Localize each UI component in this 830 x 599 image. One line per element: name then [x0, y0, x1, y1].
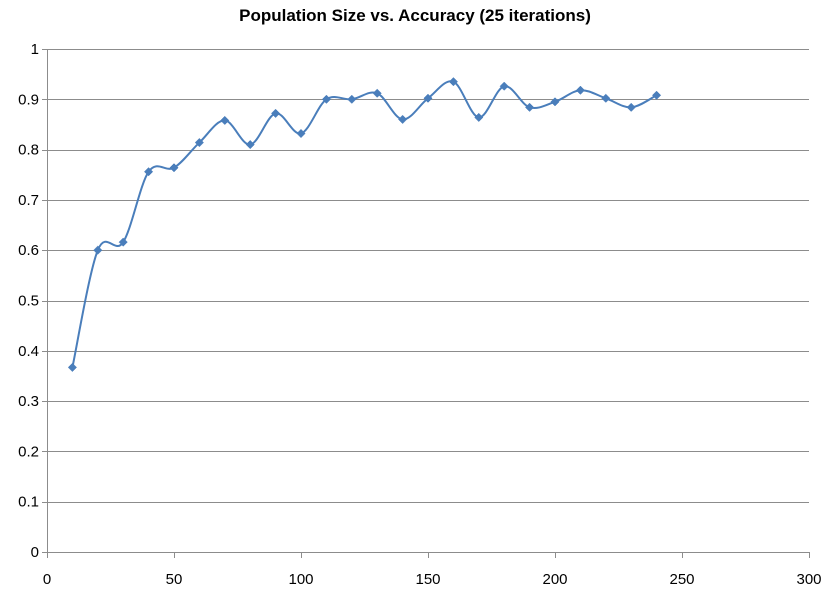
y-tick-label: 0.7 — [18, 192, 39, 209]
y-tick-label: 0.4 — [18, 343, 39, 360]
data-point-marker — [525, 102, 535, 112]
series-line — [71, 80, 658, 368]
gridlines — [47, 49, 809, 503]
axes — [42, 49, 810, 558]
data-point-marker — [626, 102, 636, 112]
y-tick-label: 0.3 — [18, 393, 39, 410]
data-point-marker — [220, 115, 230, 125]
series-group — [67, 77, 662, 372]
x-tick-labels: 0 50 100 150 200 250 300 — [43, 571, 822, 588]
data-point-marker — [474, 112, 484, 122]
y-tick-label: 0.8 — [18, 142, 39, 159]
data-point-marker — [601, 93, 611, 103]
x-tick-label: 150 — [415, 571, 440, 588]
y-tick-label: 0.5 — [18, 293, 39, 310]
data-point-marker — [347, 94, 357, 104]
x-tick-label: 300 — [796, 571, 821, 588]
y-tick-label: 0.9 — [18, 91, 39, 108]
y-tick-label: 0.1 — [18, 494, 39, 511]
y-tick-labels: 0 0.1 0.2 0.3 0.4 0.5 0.6 0.7 0.8 0.9 1 — [18, 41, 39, 561]
chart-title: Population Size vs. Accuracy (25 iterati… — [239, 6, 591, 25]
data-point-marker — [499, 81, 509, 91]
data-point-marker — [423, 93, 433, 103]
data-point-marker — [67, 362, 77, 372]
y-tick-label: 0.2 — [18, 443, 39, 460]
data-point-marker — [398, 114, 408, 124]
data-point-marker — [93, 245, 103, 255]
y-tick-label: 1 — [31, 41, 39, 58]
x-tick-label: 100 — [288, 571, 313, 588]
data-point-marker — [448, 77, 458, 87]
data-point-marker — [169, 163, 179, 173]
data-point-marker — [575, 85, 585, 95]
y-tick-label: 0.6 — [18, 242, 39, 259]
data-point-marker — [296, 128, 306, 139]
data-point-marker — [550, 97, 560, 107]
data-point-marker — [245, 140, 255, 150]
x-tick-label: 200 — [542, 571, 567, 588]
data-point-marker — [194, 138, 204, 148]
y-tick-label: 0 — [31, 544, 39, 561]
x-tick-label: 50 — [166, 571, 183, 588]
data-point-marker — [321, 94, 331, 104]
data-point-marker — [652, 90, 662, 100]
data-point-marker — [271, 108, 281, 118]
data-point-marker — [144, 167, 154, 177]
x-tick-label: 250 — [669, 571, 694, 588]
data-point-marker — [372, 88, 382, 98]
data-point-marker — [118, 237, 128, 247]
x-tick-label: 0 — [43, 571, 51, 588]
